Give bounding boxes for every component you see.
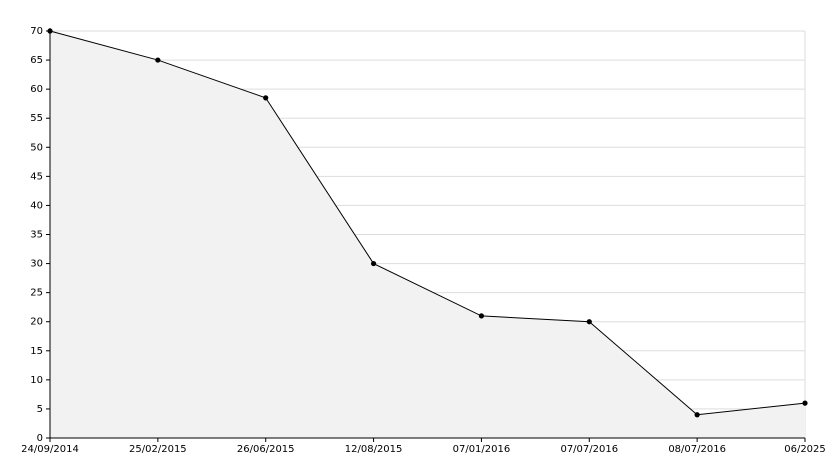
y-tick-label: 20 bbox=[30, 317, 43, 328]
y-tick-label: 70 bbox=[30, 26, 43, 37]
y-tick-label: 55 bbox=[30, 113, 43, 124]
y-tick-label: 45 bbox=[30, 171, 43, 182]
x-tick-label: 26/06/2015 bbox=[237, 444, 295, 455]
point bbox=[155, 57, 161, 63]
y-tick-label: 35 bbox=[30, 230, 43, 241]
x-tick-label: 06/2025 bbox=[784, 444, 826, 455]
point bbox=[370, 260, 377, 267]
y-tick-label: 50 bbox=[30, 142, 43, 153]
y-tick-label: 5 bbox=[37, 404, 43, 415]
y-tick-label: 10 bbox=[30, 375, 43, 386]
x-tick-label: 08/07/2016 bbox=[668, 444, 726, 455]
x-tick-label: 12/08/2015 bbox=[345, 444, 403, 455]
y-tick-label: 15 bbox=[30, 346, 43, 357]
y-tick-label: 25 bbox=[30, 288, 43, 299]
x-tick-label: 25/02/2015 bbox=[129, 444, 187, 455]
y-tick-label: 60 bbox=[30, 84, 43, 95]
point bbox=[263, 95, 269, 101]
y-tick-label: 0 bbox=[37, 433, 43, 444]
y-tick-label: 65 bbox=[30, 55, 43, 66]
x-tick-label: 07/07/2016 bbox=[560, 444, 618, 455]
line bbox=[49, 30, 806, 416]
point bbox=[478, 313, 485, 319]
y-tick-label: 40 bbox=[30, 200, 43, 211]
y-tick-label: 30 bbox=[30, 259, 43, 270]
point bbox=[586, 319, 592, 325]
area-fill bbox=[50, 31, 805, 438]
x-tick-label: 24/09/2014 bbox=[21, 444, 79, 455]
point bbox=[694, 412, 700, 418]
point bbox=[802, 400, 808, 406]
x-tick-label: 07/01/2016 bbox=[453, 444, 511, 455]
